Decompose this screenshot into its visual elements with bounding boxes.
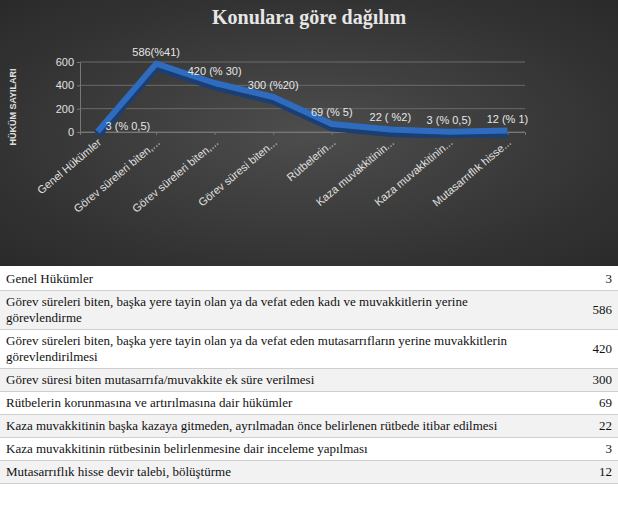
x-axis: Genel HükümlerGörev süreleri biten,...Gö… <box>35 132 526 215</box>
table-cell: 3 <box>546 438 618 461</box>
data-label: 586(%41) <box>132 46 180 58</box>
y-tick: 400 <box>56 79 80 91</box>
grid <box>80 62 525 132</box>
table-row: Kaza muvakkitinin başka kazaya gitmeden,… <box>0 415 618 438</box>
x-tick: Görev süresi biten... <box>196 132 279 208</box>
x-tick: Mutasarrıflık hisse... <box>430 132 513 208</box>
table-cell: 586 <box>546 291 618 330</box>
data-label: 300 (%20) <box>248 79 299 91</box>
y-tick-mark <box>77 109 80 110</box>
table-cell: Genel Hükümler <box>0 268 546 291</box>
table-cell: 69 <box>546 392 618 415</box>
table: Genel Hükümler3Görev süreleri biten, baş… <box>0 268 618 484</box>
series-line <box>98 64 508 132</box>
y-axis-line <box>77 63 81 133</box>
table-cell: Görev süreleri biten, başka yere tayin o… <box>0 330 546 369</box>
data-label: 3 (% 0,5) <box>106 120 151 132</box>
y-tick: 200 <box>56 103 80 115</box>
data-label: 420 (% 30) <box>188 65 242 77</box>
grid-line <box>80 62 525 63</box>
data-label: 12 (% 1) <box>487 113 529 125</box>
table-row: Genel Hükümler3 <box>0 268 618 291</box>
y-tick: 600 <box>56 56 80 68</box>
data-labels: 3 (% 0,5) 586(%41) 420 (% 30) 300 (%20) 69 (… <box>106 46 529 132</box>
table-cell: Görev süresi biten mutasarrıfa/muvakkite… <box>0 369 546 392</box>
table-cell: Rütbelerin korunmasına ve artırılmasına … <box>0 392 546 415</box>
y-tick-label: 0 <box>68 126 74 138</box>
chart: Konulara göre dağılım HÜKÜM SAYILARI 0 200 4… <box>0 0 618 266</box>
table-cell: Kaza muvakkitinin rütbesinin belirlenmes… <box>0 438 546 461</box>
y-tick-label: 600 <box>56 56 74 68</box>
data-label: 3 (% 0,5) <box>427 114 472 126</box>
table-cell: Görev süreleri biten, başka yere tayin o… <box>0 291 546 330</box>
x-tick-mark <box>273 132 274 135</box>
data-label: 22 ( %2) <box>370 111 412 123</box>
y-axis: 0 200 400 600 <box>56 56 81 138</box>
series-shadow <box>98 67 508 135</box>
table-row: Görev süreleri biten, başka yere tayin o… <box>0 330 618 369</box>
title: Konulara göre dağılım <box>212 6 406 29</box>
y-tick-mark <box>77 85 80 86</box>
table-row: Görev süreleri biten, başka yere tayin o… <box>0 291 618 330</box>
y-tick-mark <box>77 132 80 133</box>
table-cell: 3 <box>546 268 618 291</box>
table-cell: 22 <box>546 415 618 438</box>
data-label: 69 (% 5) <box>311 106 353 118</box>
table-row: Kaza muvakkitinin rütbesinin belirlenmes… <box>0 438 618 461</box>
x-tick-label: Mutasarrıflık hisse... <box>430 136 513 208</box>
y-axis-title: HÜKÜM SAYILARI <box>8 68 18 145</box>
x-tick-label: Görev süresi biten... <box>196 136 279 208</box>
x-tick-label: Rütbelerin... <box>284 136 337 183</box>
plot-area <box>98 64 508 135</box>
x-tick-mark <box>507 132 508 135</box>
page: Konulara göre dağılım HÜKÜM SAYILARI 0 200 4… <box>0 0 618 532</box>
table-cell: Mutasarrıflık hisse devir talebi, bölüşt… <box>0 461 546 484</box>
table-row: Görev süresi biten mutasarrıfa/muvakkite… <box>0 369 618 392</box>
table-row: Mutasarrıflık hisse devir talebi, bölüşt… <box>0 461 618 484</box>
x-tick-mark <box>156 132 157 135</box>
table-cell: Kaza muvakkitinin başka kazaya gitmeden,… <box>0 415 546 438</box>
x-tick: Rütbelerin... <box>284 132 337 183</box>
x-tick-mark <box>215 132 216 135</box>
y-tick-label: 400 <box>56 79 74 91</box>
grid-line <box>80 85 525 86</box>
table-cell: 420 <box>546 330 618 369</box>
y-tick-mark <box>77 62 80 63</box>
y-tick-label: 200 <box>56 103 74 115</box>
table-cell: 12 <box>546 461 618 484</box>
x-tick-mark <box>332 132 333 135</box>
table-row: Rütbelerin korunmasına ve artırılmasına … <box>0 392 618 415</box>
y-tick: 0 <box>68 126 80 138</box>
table-cell: 300 <box>546 369 618 392</box>
